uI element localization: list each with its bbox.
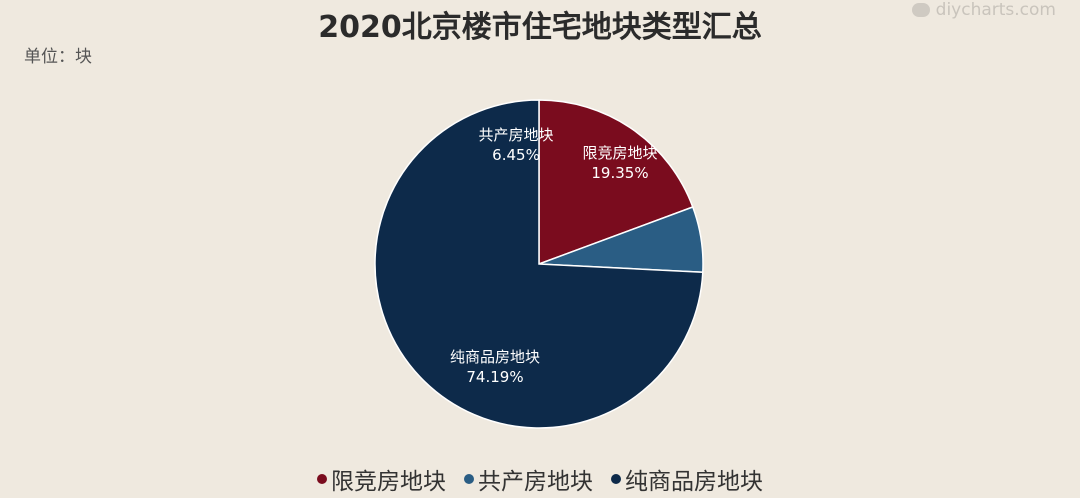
watermark-logo-icon [911,3,930,17]
legend-label: 纯商品房地块 [625,469,763,495]
slice-percent-label: 6.45% [492,146,540,164]
pie-slice-labels: 限竞房地块 19.35% 共产房地块 6.45% 纯商品房地块 74.19% [450,126,658,386]
slice-percent-label: 19.35% [591,164,648,182]
slice-name-label: 共产房地块 [478,126,553,144]
pie-slices [374,99,704,429]
legend-dot-icon [611,474,621,484]
legend-item[interactable]: 纯商品房地块 [611,462,763,496]
watermark: diycharts.com [911,0,1056,20]
legend-label: 限竞房地块 [331,469,446,495]
chart-title: 2020北京楼市住宅地块类型汇总 [318,10,762,45]
pie-slice-1 [538,99,694,266]
pie-slice-3 [374,99,704,429]
legend-item[interactable]: 限竞房地块 [317,462,446,496]
slice-name-label: 纯商品房地块 [450,348,540,366]
chart-legend: 限竞房地块 共产房地块 纯商品房地块 [0,462,1080,496]
slice-percent-label: 74.19% [466,368,523,386]
watermark-text: diycharts.com [935,0,1056,20]
legend-dot-icon [317,474,327,484]
slice-name-label: 限竞房地块 [582,144,657,162]
legend-dot-icon [464,474,474,484]
legend-item[interactable]: 共产房地块 [464,462,593,496]
unit-label: 单位：块 [24,47,92,67]
pie-chart: 限竞房地块 19.35% 共产房地块 6.45% 纯商品房地块 74.19% [374,99,704,429]
legend-label: 共产房地块 [478,469,593,495]
